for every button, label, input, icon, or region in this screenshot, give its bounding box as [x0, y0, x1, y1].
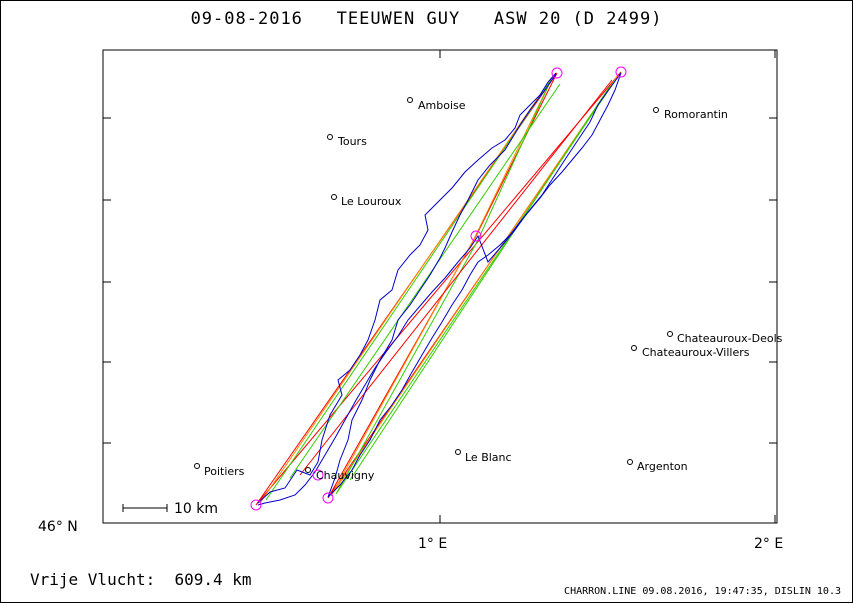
place-markers	[194, 97, 673, 473]
turnpoint-4	[615, 66, 627, 78]
flight-track-4	[257, 72, 622, 506]
flight-track-3	[327, 72, 622, 498]
scale-label: 10 km	[174, 501, 218, 517]
place-poitiers: Poitiers	[204, 465, 245, 478]
flight-track	[257, 72, 557, 504]
place-le-blanc: Le Blanc	[465, 451, 512, 464]
flight-track-2	[327, 73, 557, 498]
turnpoint-1	[551, 67, 563, 79]
distance-label: Vrije Vlucht: 609.4 km	[30, 570, 252, 589]
lat-label: 46° N	[38, 519, 78, 535]
turnpoints	[250, 66, 627, 511]
place-chauvigny: Chauvigny	[316, 469, 375, 482]
place-amboise: Amboise	[418, 99, 466, 112]
task-legs	[255, 71, 622, 506]
place-romorantin: Romorantin	[664, 108, 728, 121]
place-argenton: Argenton	[637, 460, 688, 473]
place-tours: Tours	[337, 135, 367, 148]
place-le-louroux: Le Louroux	[341, 195, 402, 208]
footer-info: CHARRON.LINE 09.08.2016, 19:47:35, DISLI…	[564, 586, 841, 597]
place-chateauroux-deols: Chateauroux-Deols	[677, 332, 783, 345]
scale-bar	[122, 504, 168, 512]
right-ticks	[769, 117, 777, 444]
place-chateauroux-villers: Chateauroux-Villers	[642, 346, 750, 359]
lon-label-2: 2° E	[754, 536, 783, 552]
left-ticks	[103, 117, 111, 444]
lon-label-1: 1° E	[418, 536, 447, 552]
flight-title: 09-08-2016 TEEUWEN GUY ASW 20 (D 2499)	[190, 9, 663, 29]
lon-ticks	[439, 50, 776, 523]
turnpoint-start	[250, 499, 262, 511]
turnpoint-3	[322, 492, 334, 504]
turnpoint-5	[312, 469, 324, 481]
turnpoint-2	[470, 230, 482, 242]
